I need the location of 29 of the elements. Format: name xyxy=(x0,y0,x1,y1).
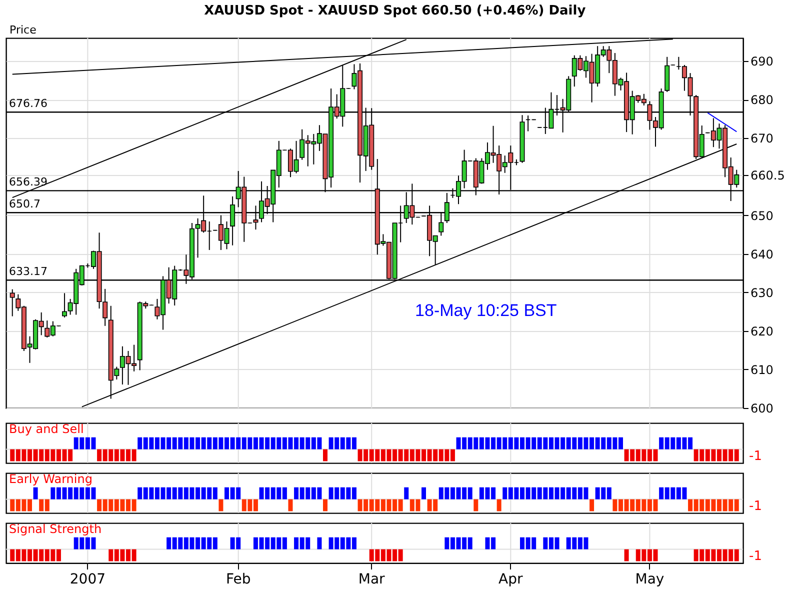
ref-line-label: 656.39 xyxy=(9,176,48,189)
y-tick-label: 680 xyxy=(750,93,774,108)
ref-line-label: 676.76 xyxy=(9,97,48,110)
x-tick-label: Apr xyxy=(498,572,524,588)
text: -1 xyxy=(749,448,762,464)
chart-title: Early Warning xyxy=(9,472,92,486)
ref-line-label: 633.17 xyxy=(9,265,48,278)
annotation: 18-May 10:25 BST xyxy=(415,301,557,320)
x-tick-label: May xyxy=(635,572,664,588)
y-tick-label: 670 xyxy=(750,132,774,146)
y-tick-label: 690 xyxy=(750,54,774,69)
chart-title: Buy and Sell xyxy=(9,422,84,436)
x-tick-label: 2007 xyxy=(70,572,106,588)
text: -1 xyxy=(749,548,762,564)
candlestick xyxy=(10,288,15,317)
chart-title: XAUUSD Spot - XAUUSD Spot 660.50 (+0.46%) Daily xyxy=(204,3,586,18)
y-tick-label: 630 xyxy=(750,286,774,300)
x-tick-label: Mar xyxy=(358,572,386,588)
y-tick-label: 600 xyxy=(750,402,774,416)
y-tick-label: 650 xyxy=(750,208,774,223)
y-tick-label: 640 xyxy=(750,247,774,262)
chart-title: Signal Strength xyxy=(9,522,102,536)
ref-line-label: 650.7 xyxy=(9,198,40,211)
y-tick-label: 610 xyxy=(750,362,774,377)
y-axis-title: Price xyxy=(10,24,37,36)
y-tick-label: 660.5 xyxy=(750,168,785,182)
x-tick-label: Feb xyxy=(226,572,251,588)
y-tick-label: 620 xyxy=(750,324,774,338)
text: -1 xyxy=(749,498,762,514)
